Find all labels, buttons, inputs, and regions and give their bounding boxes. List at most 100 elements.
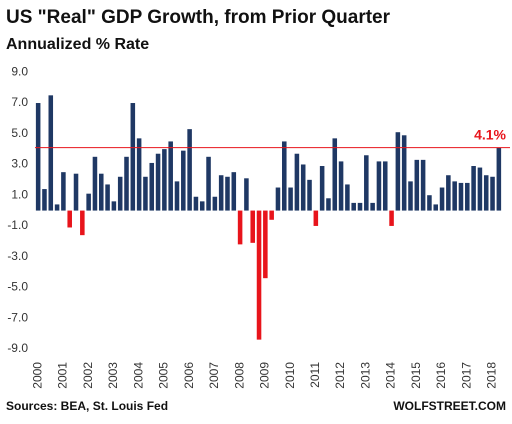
x-tick-label: 2007 [207,362,221,389]
bar [351,202,356,211]
bar [86,193,91,211]
bar [98,173,104,211]
chart-title: US "Real" GDP Growth, from Prior Quarter [6,7,391,28]
bar [237,210,243,245]
y-tick-label: 1.0 [11,187,28,201]
bar [42,189,47,211]
y-tick-label: -5.0 [7,280,28,294]
x-tick-label: 2000 [30,362,44,389]
y-tick-label: -9.0 [7,341,28,355]
y-tick-label: -7.0 [7,310,28,324]
bar [225,176,230,211]
bar [433,204,439,211]
bar [439,187,445,211]
x-tick-label: 2015 [409,362,423,389]
bar [124,156,129,211]
x-tick-label: 2001 [56,362,70,389]
bar [376,161,382,211]
bar [149,162,155,211]
bar [35,103,41,211]
bar [67,210,72,228]
bar [307,179,312,211]
x-tick-label: 2011 [308,362,322,388]
source: Sources: BEA, St. Louis Fed [6,399,168,413]
bar [48,95,54,211]
x-tick-label: 2002 [81,362,95,389]
bar [458,182,464,211]
x-tick-label: 2014 [384,362,398,389]
bar [452,181,457,211]
bar [427,195,432,211]
bar [370,202,375,211]
y-tick-label: 5.0 [11,126,28,140]
bar [300,164,306,211]
bar [105,184,110,211]
bar [231,172,237,211]
bar [174,181,180,211]
bar [155,153,161,211]
x-tick-label: 2003 [106,362,120,389]
bar [401,135,407,211]
bar [313,210,319,226]
bar [250,210,255,243]
bar [294,153,300,211]
bar [395,132,401,211]
x-tick-label: 2018 [485,362,499,389]
bar [117,176,123,211]
bar [382,161,388,211]
chart-subtitle: Annualized % Rate [6,36,149,53]
bar [490,176,495,211]
bar [282,141,287,211]
bar [357,202,363,211]
bar [143,176,148,211]
x-tick-label: 2006 [182,362,196,389]
bar [168,141,173,211]
bar [420,159,426,211]
bar [288,187,293,211]
bar [54,204,60,211]
bar [256,210,262,340]
bar [218,175,224,211]
bar [80,210,85,236]
bar [332,138,338,211]
bar [477,167,483,211]
bar [465,182,470,211]
x-tick-label: 2004 [131,362,145,389]
bar [269,210,274,220]
bar [275,187,281,211]
bar [364,155,369,211]
x-tick-label: 2008 [232,362,246,389]
bar [244,178,249,211]
bar [111,201,117,211]
bar [326,198,331,211]
y-tick-label: 3.0 [11,157,28,171]
bar [389,210,394,226]
bar [136,138,142,211]
bar [319,166,325,211]
y-tick-label: -3.0 [7,249,28,263]
x-tick-label: 2017 [459,362,473,389]
x-tick-label: 2016 [434,362,448,389]
bar [212,196,218,211]
y-tick-label: -1.0 [7,218,28,232]
y-tick-label: 9.0 [11,64,28,78]
x-tick-label: 2009 [258,362,272,389]
bar [206,156,211,211]
bar [199,201,205,211]
bar [162,149,167,211]
bar [193,196,199,211]
bar [130,103,136,211]
bar [73,173,79,211]
bar [181,150,186,211]
bar [338,161,344,211]
x-tick-label: 2013 [358,362,372,389]
bar [187,129,192,211]
y-tick-label: 7.0 [11,95,28,109]
bar [496,147,502,211]
bar [263,210,268,279]
watermark: WOLFSTREET.COM [393,399,506,413]
x-tick-label: 2010 [283,362,297,389]
bar [408,181,413,211]
reference-label: 4.1% [474,126,506,142]
x-tick-label: 2005 [157,362,171,389]
